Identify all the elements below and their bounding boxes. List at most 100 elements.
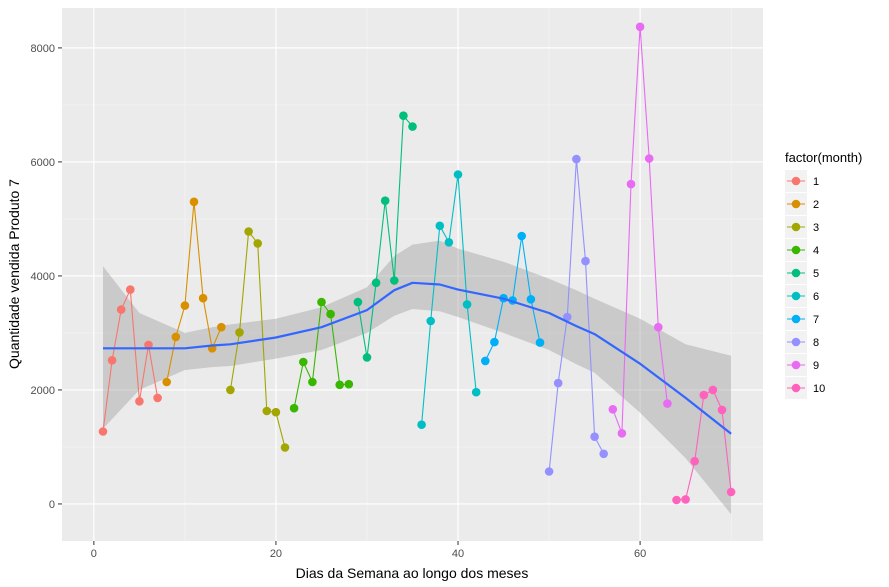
data-point: [435, 221, 445, 231]
data-point: [444, 238, 454, 247]
series-1: [98, 285, 162, 436]
data-point: [353, 297, 363, 307]
x-tick-label: 40: [452, 548, 464, 560]
series-6: [417, 170, 481, 430]
data-point: [663, 399, 672, 408]
data-point: [116, 305, 126, 314]
legend-key-point: [791, 291, 801, 301]
series-9: [608, 22, 672, 438]
legend-label: 5: [813, 268, 819, 280]
smooth-line-layer: [103, 281, 732, 435]
confidence-ribbon-layer: [103, 240, 732, 515]
data-point: [390, 276, 399, 285]
data-point: [481, 356, 490, 366]
series-8: [544, 154, 608, 476]
data-point: [362, 353, 372, 362]
data-point: [98, 427, 108, 436]
data-point: [581, 256, 590, 266]
legend-key-point: [791, 245, 801, 255]
y-tick-label: 4000: [31, 271, 55, 283]
legend: 1 2 3 4 5 6 7 8 9 10: [785, 170, 825, 399]
legend-key-point: [791, 222, 801, 232]
data-point: [189, 197, 199, 207]
legend-label: 10: [813, 383, 825, 395]
y-tick-label: 6000: [31, 157, 55, 169]
legend-item-2: 2: [785, 193, 819, 215]
legend-key-point: [791, 176, 801, 186]
data-point: [399, 111, 408, 120]
plot-panel: [62, 8, 763, 541]
data-point: [380, 196, 390, 205]
legend-label: 1: [813, 176, 819, 188]
data-point: [235, 328, 244, 337]
series-7: [481, 231, 545, 366]
data-point: [726, 487, 736, 497]
data-point: [462, 300, 472, 309]
data-point: [708, 385, 718, 395]
series-10: [672, 385, 736, 505]
data-point: [344, 379, 354, 389]
data-point: [162, 377, 171, 387]
data-point: [453, 170, 463, 179]
data-point: [326, 309, 335, 319]
data-point: [417, 420, 426, 430]
legend-label: 8: [813, 337, 819, 349]
major-grid: [62, 8, 763, 541]
data-point: [599, 449, 608, 459]
data-point: [681, 495, 690, 504]
data-point: [517, 231, 526, 241]
data-point: [563, 312, 572, 322]
legend-item-6: 6: [785, 285, 819, 307]
smooth-trend-line: [103, 281, 732, 435]
y-tick-label: 2000: [31, 385, 55, 397]
data-point: [490, 337, 499, 347]
data-point: [244, 227, 253, 236]
data-point: [617, 429, 627, 438]
data-point: [262, 406, 272, 416]
data-point: [635, 22, 645, 32]
data-point: [426, 316, 436, 326]
x-tick-label: 0: [91, 548, 97, 560]
legend-label: 4: [813, 245, 819, 257]
legend-key-point: [791, 360, 801, 370]
legend-item-5: 5: [785, 262, 819, 284]
legend-key-point: [791, 383, 801, 393]
data-point: [280, 443, 290, 452]
data-point: [672, 495, 681, 505]
data-point: [171, 332, 181, 342]
legend-label: 3: [813, 222, 819, 234]
data-point: [535, 338, 545, 347]
x-tick-label: 20: [270, 548, 282, 560]
y-axis-title: Quantidade vendida Produto 7: [6, 179, 22, 369]
series-3: [226, 227, 290, 452]
legend-key-point: [791, 337, 801, 347]
series-layer: [98, 22, 736, 505]
legend-item-9: 9: [785, 354, 819, 376]
legend-key-point: [791, 268, 801, 278]
data-point: [107, 356, 117, 365]
data-point: [371, 278, 381, 288]
data-point: [271, 407, 281, 417]
legend-title: factor(month): [785, 150, 862, 165]
x-axis-title: Dias da Semana ao longo dos meses: [296, 565, 529, 581]
confidence-ribbon: [103, 240, 732, 515]
legend-item-3: 3: [785, 216, 819, 238]
axes-layer: 0 20 40 60 0 2000 4000 6000 8000: [31, 43, 647, 560]
data-point: [590, 432, 599, 442]
data-point: [135, 397, 144, 406]
data-point: [153, 393, 162, 403]
data-point: [126, 285, 135, 294]
y-tick-label: 0: [49, 499, 55, 511]
data-point: [198, 293, 208, 303]
data-point: [308, 377, 317, 387]
series-4: [289, 297, 354, 413]
data-point: [644, 154, 654, 163]
data-point: [553, 378, 563, 388]
y-tick-label: 8000: [31, 43, 55, 55]
data-point: [626, 179, 636, 189]
data-point: [699, 390, 709, 400]
data-point: [690, 456, 699, 466]
data-point: [471, 387, 481, 397]
data-point: [299, 357, 308, 367]
data-point: [544, 467, 554, 476]
